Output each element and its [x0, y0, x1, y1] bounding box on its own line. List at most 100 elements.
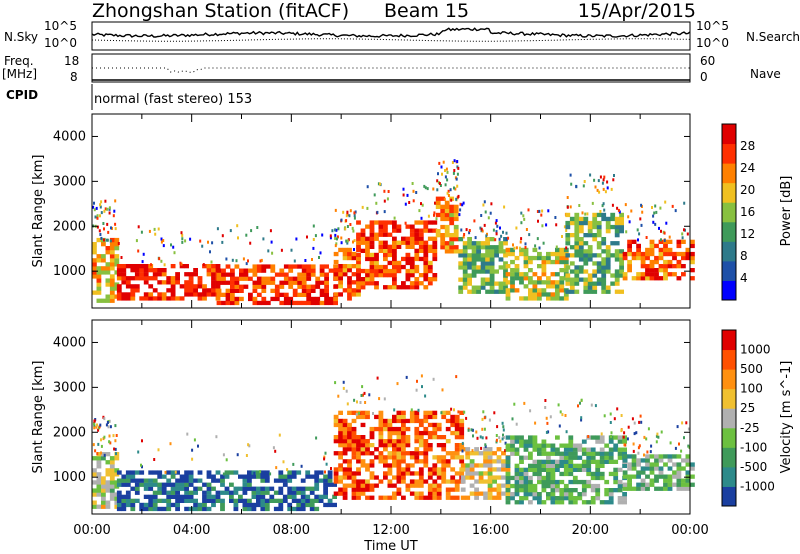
power-echo-cell: [414, 285, 420, 290]
velocity-echo-cell: [327, 478, 333, 483]
power-echo-cell: [310, 272, 316, 277]
velocity-echo-cell: [441, 455, 447, 460]
power-echo-cell: [640, 276, 646, 281]
power-echo-cell: [614, 277, 620, 282]
power-echo-cell: [179, 264, 185, 269]
power-echo-cell: [148, 284, 154, 289]
power-echo-cell: [211, 276, 216, 281]
velocity-echo-cell: [563, 443, 569, 448]
power-echo-cell: [283, 296, 289, 302]
power-echo-cell: [114, 282, 120, 287]
power-echo-cell: [574, 224, 580, 230]
velocity-echo-cell: [184, 490, 189, 495]
power-echo-cell: [592, 233, 598, 238]
power-echo-cell: [92, 258, 97, 263]
power-echo-cell: [578, 277, 584, 282]
power-echo-cell: [614, 216, 620, 222]
power-echo-cell: [555, 284, 560, 289]
velocity-echo-cell: [116, 478, 122, 483]
velocity-echo-cell: [383, 455, 388, 460]
power-echo-cell: [125, 284, 131, 289]
velocity-echo-cell: [555, 459, 560, 464]
power-echo-cell: [206, 292, 212, 297]
velocity-echo-cell: [378, 430, 384, 436]
power-echo-cell: [414, 240, 420, 245]
velocity-echo-cell: [396, 455, 402, 460]
velocity-echo-cell: [206, 506, 212, 512]
velocity-echo-cell: [125, 490, 131, 495]
velocity-echo-cell: [193, 502, 198, 508]
power-echo-cell: [458, 253, 464, 258]
power-echo-cell: [427, 264, 433, 270]
velocity-echo-cell: [282, 482, 288, 487]
velocity-echo-cell: [139, 502, 145, 508]
velocity-echo-cell: [387, 435, 393, 440]
velocity-echo-cell: [613, 471, 619, 477]
freq-panel-frame: [91, 53, 691, 83]
velocity-echo-cell: [563, 459, 569, 464]
power-echo-cell: [519, 296, 524, 301]
power-echo-cell: [283, 276, 289, 281]
power-echo-cell: [130, 268, 136, 273]
power-scatter-cell: [247, 259, 249, 263]
velocity-echo-cell: [532, 483, 538, 489]
velocity-echo-cell: [161, 482, 167, 487]
velocity-scatter-cell: [393, 408, 396, 412]
power-echo-cell: [587, 257, 593, 262]
power-scatter-cell: [483, 223, 486, 227]
velocity-echo-cell: [658, 486, 664, 491]
velocity-echo-cell: [139, 470, 145, 475]
power-scatter-cell: [603, 175, 606, 179]
velocity-echo-cell: [197, 502, 203, 508]
power-scatter-cell: [524, 246, 527, 249]
velocity-echo-cell: [423, 418, 429, 424]
power-scatter-cell: [353, 211, 356, 215]
power-echo-cell: [681, 255, 686, 261]
power-echo-cell: [427, 268, 433, 274]
power-echo-cell: [537, 251, 542, 257]
power-scatter-cell: [181, 240, 184, 244]
velocity-scatter-cell: [502, 425, 505, 429]
power-scatter-cell: [103, 238, 105, 242]
power-echo-cell: [519, 251, 524, 257]
power-echo-cell: [369, 256, 375, 262]
power-echo-cell: [605, 269, 611, 274]
power-scatter-cell: [160, 259, 163, 263]
power-echo-cell: [215, 296, 221, 301]
velocity-echo-cell: [305, 486, 311, 491]
velocity-echo-cell: [559, 455, 565, 460]
power-echo-cell: [125, 292, 131, 297]
power-scatter-cell: [280, 248, 283, 252]
power-echo-cell: [414, 220, 420, 225]
power-echo-cell: [476, 269, 481, 274]
velocity-echo-cell: [436, 455, 442, 460]
power-scatter-cell: [617, 208, 620, 212]
power-scatter-cell: [496, 224, 499, 228]
velocity-scatter-cell: [115, 452, 117, 456]
velocity-echo-cell: [418, 422, 424, 428]
power-echo-cell: [230, 284, 235, 289]
velocity-echo-cell: [256, 498, 261, 503]
power-echo-cell: [435, 229, 441, 234]
velocity-echo-cell: [627, 462, 632, 467]
velocity-scatter-cell: [359, 401, 362, 404]
velocity-echo-cell: [157, 474, 163, 479]
power-echo-cell: [636, 251, 641, 257]
power-echo-cell: [161, 268, 167, 273]
velocity-echo-cell: [148, 498, 154, 503]
velocity-echo-cell: [523, 439, 529, 444]
power-echo-cell: [414, 232, 420, 237]
velocity-echo-cell: [323, 482, 328, 487]
power-echo-cell: [489, 265, 495, 270]
velocity-echo-cell: [460, 475, 466, 480]
velocity-echo-cell: [125, 474, 131, 479]
power-colorbar-label: Power [dB]: [779, 176, 794, 247]
power-echo-cell: [563, 255, 569, 261]
power-echo-cell: [619, 265, 624, 270]
power-echo-cell: [485, 289, 490, 294]
velocity-echo-cell: [572, 455, 578, 460]
power-echo-cell: [206, 272, 212, 277]
velocity-echo-cell: [418, 467, 424, 472]
power-echo-cell: [261, 276, 267, 281]
velocity-echo-cell: [441, 443, 447, 448]
